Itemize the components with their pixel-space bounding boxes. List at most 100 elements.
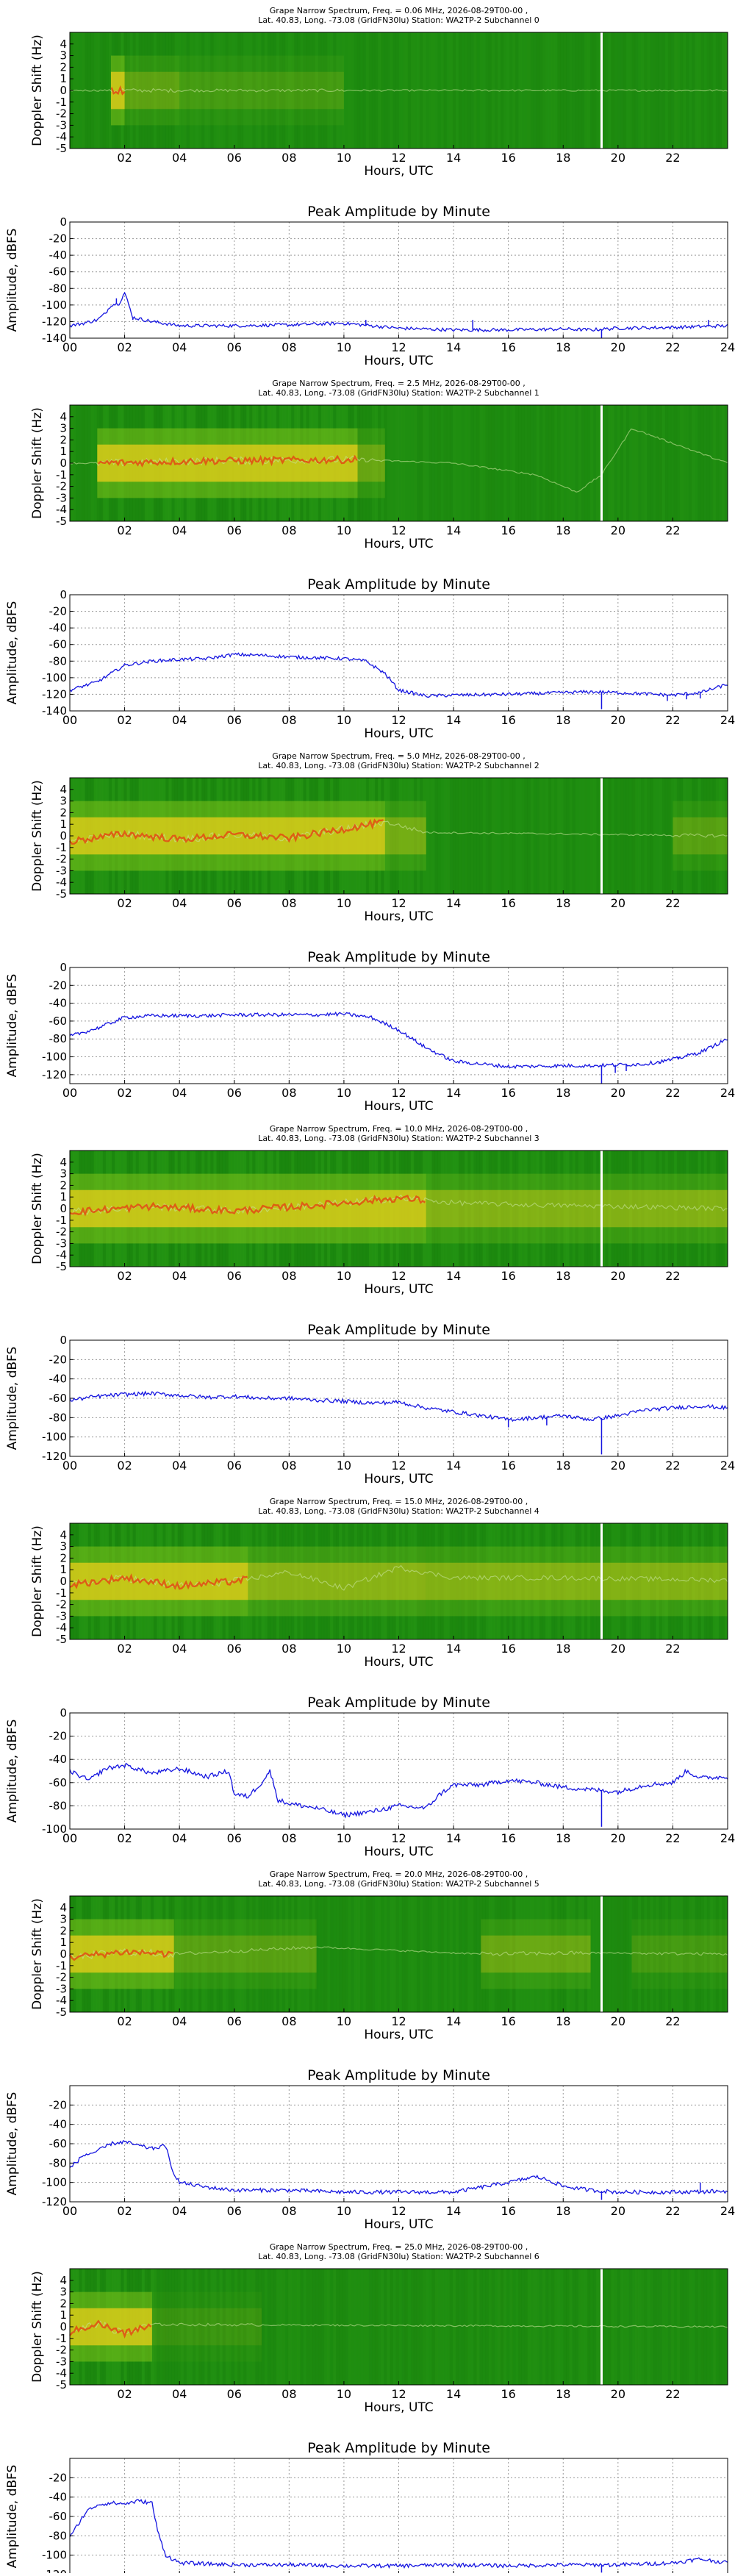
x-tick-label: 12 (391, 1642, 406, 1656)
texture-strip (512, 1151, 516, 1267)
texture-strip (641, 2269, 645, 2385)
x-tick-label: 06 (227, 1459, 242, 1473)
texture-strip (465, 1151, 468, 1267)
y-tick-label: -40 (49, 621, 68, 634)
texture-strip (407, 32, 412, 149)
texture-strip (712, 1896, 717, 2012)
texture-strip (667, 2269, 672, 2385)
texture-strip (216, 1896, 220, 2012)
texture-strip (270, 32, 274, 149)
texture-strip (449, 778, 453, 894)
texture-strip (198, 1896, 202, 2012)
texture-strip (333, 1523, 337, 1639)
texture-strip (461, 1896, 465, 2012)
x-tick-label: 14 (446, 1831, 461, 1845)
texture-strip (465, 405, 468, 521)
texture-strip (533, 1523, 537, 1639)
texture-strip (407, 1523, 412, 1639)
texture-strip (153, 2269, 157, 2385)
texture-strip (589, 1151, 594, 1267)
texture-strip (282, 2269, 286, 2385)
texture-strip (521, 1523, 525, 1639)
texture-strip (336, 1523, 340, 1639)
spectrogram-subtitle: Lat. 40.83, Long. -73.08 (GridFN30lu) St… (258, 1506, 539, 1516)
texture-strip (512, 2269, 516, 2385)
texture-strip (686, 778, 689, 894)
texture-strip (368, 1523, 373, 1639)
texture-strip (246, 2269, 250, 2385)
texture-strip (407, 778, 412, 894)
texture-strip (381, 1523, 384, 1639)
texture-strip (518, 1896, 522, 2012)
amplitude-frame (69, 2458, 728, 2575)
texture-strip (476, 1151, 480, 1267)
texture-strip (306, 1523, 309, 1639)
y-tick-label: -5 (56, 142, 67, 155)
texture-strip (234, 32, 238, 149)
texture-strip (180, 32, 184, 149)
x-tick-label: 22 (665, 1831, 680, 1845)
texture-strip (497, 405, 501, 521)
spectrogram-panel: Grape Narrow Spectrum, Freq. = 2.5 MHz, … (30, 379, 728, 551)
texture-strip (566, 2269, 570, 2385)
texture-strip (488, 1151, 492, 1267)
texture-strip (482, 778, 486, 894)
texture-strip (287, 1896, 292, 2012)
texture-strip (515, 1523, 519, 1639)
texture-strip (569, 405, 573, 521)
texture-strip (195, 32, 199, 149)
texture-strip (566, 405, 570, 521)
texture-strip (560, 778, 564, 894)
activity-band-inner (151, 2308, 262, 2346)
texture-strip (219, 32, 223, 149)
x-tick-label: 16 (501, 2014, 515, 2028)
y-tick-label: -40 (49, 248, 68, 262)
texture-strip (620, 32, 624, 149)
x-tick-label: 10 (337, 2014, 351, 2028)
texture-strip (279, 1523, 283, 1639)
texture-strip (509, 1151, 513, 1267)
texture-strip (398, 405, 403, 521)
texture-strip (320, 1896, 325, 2012)
x-axis-label: Hours, UTC (364, 1099, 433, 1114)
y-tick-label: 1 (60, 445, 67, 458)
x-tick-label: 02 (117, 1642, 132, 1656)
texture-strip (368, 2269, 373, 2385)
spectrogram-subtitle: Lat. 40.83, Long. -73.08 (GridFN30lu) St… (258, 2252, 539, 2261)
texture-strip (356, 405, 361, 521)
texture-strip (267, 1896, 271, 2012)
y-tick-label: -120 (42, 1068, 67, 1081)
texture-strip (575, 1523, 579, 1639)
texture-strip (294, 2269, 298, 2385)
texture-strip (261, 32, 265, 149)
texture-strip (359, 405, 364, 521)
texture-strip (273, 1896, 277, 2012)
x-tick-label: 22 (665, 2204, 680, 2218)
texture-strip (560, 1896, 564, 2012)
texture-strip (437, 405, 441, 521)
texture-strip (623, 405, 627, 521)
x-tick-label: 24 (720, 1086, 735, 1100)
activity-band-outer (357, 428, 385, 498)
texture-strip (458, 2269, 462, 2385)
x-tick-label: 20 (611, 2014, 625, 2028)
texture-strip (473, 2269, 477, 2385)
texture-strip (614, 1896, 617, 2012)
texture-strip (219, 1896, 223, 2012)
x-tick-label: 14 (446, 1459, 461, 1473)
texture-strip (488, 405, 492, 521)
texture-strip (521, 1151, 525, 1267)
texture-strip (354, 1896, 358, 2012)
y-tick-label: -140 (42, 704, 67, 718)
texture-strip (87, 32, 91, 149)
texture-strip (628, 1523, 633, 1639)
texture-strip (563, 405, 567, 521)
x-tick-label: 04 (172, 1642, 187, 1656)
texture-strip (213, 2269, 217, 2385)
texture-strip (602, 1896, 606, 2012)
texture-strip (662, 405, 666, 521)
texture-strip (384, 405, 387, 521)
texture-strip (276, 32, 280, 149)
texture-strip (476, 405, 480, 521)
texture-strip (264, 1896, 268, 2012)
